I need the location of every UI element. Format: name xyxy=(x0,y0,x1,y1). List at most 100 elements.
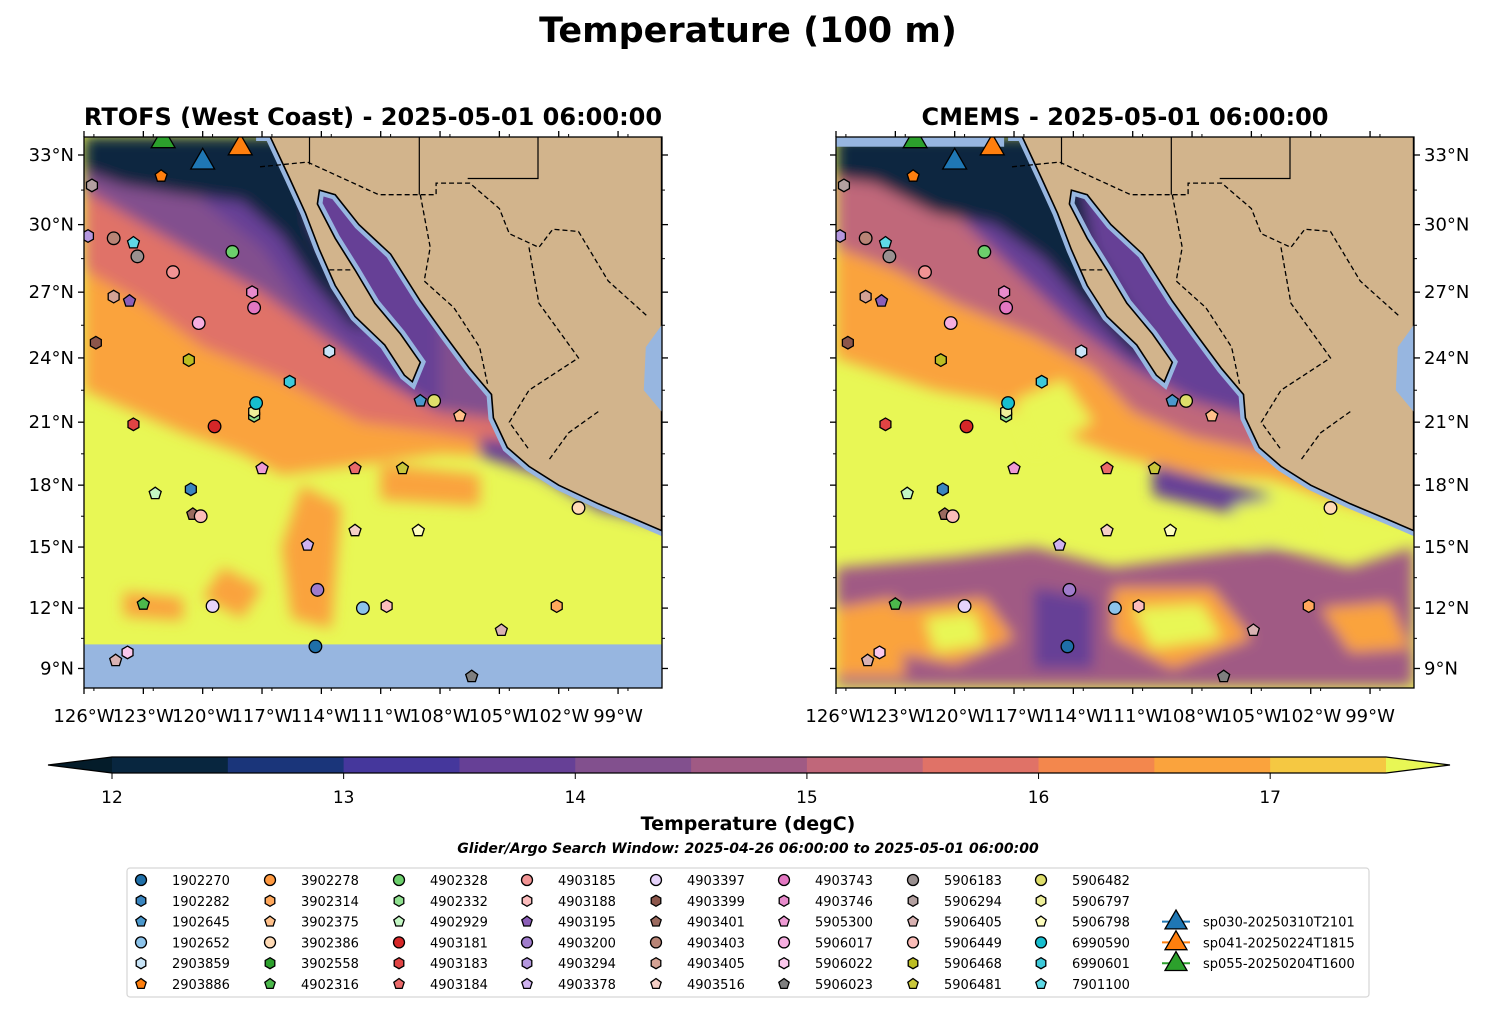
legend-item: 4903188 xyxy=(521,894,616,910)
legend-item: 3902314 xyxy=(264,894,359,910)
lat-tick-label: 15°N xyxy=(29,537,74,558)
hexagon-icon xyxy=(778,956,790,970)
pentagon-icon xyxy=(907,915,919,927)
legend-label: 3902375 xyxy=(301,916,359,931)
colorbar-tick-label: 15 xyxy=(796,788,818,808)
temperature-contour xyxy=(1320,602,1410,653)
lat-tick-label: 15°N xyxy=(1424,537,1469,558)
lat-tick-label: 33°N xyxy=(1424,145,1469,166)
legend-item: 5906294 xyxy=(907,894,1002,910)
legend-item: 4903405 xyxy=(650,956,745,972)
argo-marker-5906405 xyxy=(1246,623,1261,637)
argo-marker-2903859 xyxy=(323,344,336,359)
legend-item: 5906481 xyxy=(907,977,1002,993)
temperature-contour xyxy=(281,485,342,629)
legend-item: 4902316 xyxy=(264,977,359,993)
border-line xyxy=(1260,247,1332,450)
argo-marker-4903405 xyxy=(107,289,120,304)
legend-label: 4903399 xyxy=(687,895,745,910)
legend-item: sp030-20250310T2101 xyxy=(1162,908,1355,931)
legend-label: 4903185 xyxy=(558,874,616,889)
legend-item: 4903516 xyxy=(650,977,745,993)
legend: 1902270 1902282 1902645 1902652 2903859 29038… xyxy=(126,867,1370,998)
legend-label: 4903743 xyxy=(815,874,873,889)
argo-marker-4903743 xyxy=(999,300,1014,315)
lon-tick-label: 123°W xyxy=(865,706,926,727)
argo-marker-1902645 xyxy=(1165,393,1180,407)
argo-marker-6990590 xyxy=(249,396,264,411)
legend-label: 4903405 xyxy=(687,957,745,972)
lon-tick-label: 105°W xyxy=(1221,706,1282,727)
map-panel-rtofs: RTOFS (West Coast) - 2025-05-01 06:00:00… xyxy=(29,103,668,727)
legend-label: 5906023 xyxy=(815,978,873,993)
lat-tick-label: 27°N xyxy=(29,282,74,303)
argo-marker-5906405 xyxy=(860,653,875,667)
argo-marker-3902375 xyxy=(1205,408,1219,422)
hexagon-icon xyxy=(264,956,276,970)
border-line xyxy=(1011,161,1401,317)
legend-item: 3902386 xyxy=(263,936,359,951)
glider-marker-sp030-20250310T2101 xyxy=(189,146,216,170)
circle-icon xyxy=(520,936,534,949)
legend-label: 4902929 xyxy=(430,916,488,931)
legend-item: 4903181 xyxy=(392,936,488,951)
argo-marker-4902929 xyxy=(900,486,914,500)
hexagon-icon xyxy=(907,894,919,908)
legend-item: 5905300 xyxy=(778,915,873,931)
argo-marker-5906481 xyxy=(1147,461,1162,475)
argo-marker-6990601 xyxy=(283,374,296,389)
legend-label: 5906183 xyxy=(944,874,1002,889)
legend-label: 4902328 xyxy=(430,874,488,889)
legend-item: 5906797 xyxy=(1035,894,1130,910)
argo-marker-5906482 xyxy=(427,393,442,408)
legend-label: 4903401 xyxy=(687,916,745,931)
argo-marker-5906183 xyxy=(882,249,897,264)
lat-tick-label: 30°N xyxy=(29,215,74,236)
glider-marker-sp030-20250310T2101 xyxy=(941,146,968,170)
legend-item: 6990590 xyxy=(1034,936,1130,951)
argo-marker-1902652 xyxy=(355,601,370,616)
hexagon-icon xyxy=(521,956,533,970)
legend-item: 5906482 xyxy=(1034,873,1130,889)
argo-marker-5906405 xyxy=(108,653,123,667)
hexagon-icon xyxy=(907,956,919,970)
argo-marker-2903886 xyxy=(906,168,920,182)
legend-item: 4902929 xyxy=(393,915,488,931)
argo-marker-4903184 xyxy=(348,461,362,475)
argo-marker-5906023 xyxy=(1216,669,1231,683)
legend-item: 5906183 xyxy=(906,873,1002,889)
colorbar-over-arrow xyxy=(1386,757,1450,773)
legend-label: sp030-20250310T2101 xyxy=(1203,916,1355,931)
lat-tick-label: 24°N xyxy=(29,348,74,369)
colorbar-segment xyxy=(227,757,345,773)
legend-item: sp055-20250204T1600 xyxy=(1162,950,1355,972)
pentagon-icon xyxy=(521,977,533,990)
argo-marker-5906468 xyxy=(182,353,195,368)
argo-marker-4903181 xyxy=(207,419,222,434)
lon-tick-label: 117°W xyxy=(231,706,292,727)
argo-marker-4902328 xyxy=(225,244,240,259)
legend-label: 4903378 xyxy=(558,978,616,993)
circle-icon xyxy=(906,873,920,887)
argo-marker-4903294 xyxy=(836,228,847,244)
lon-tick-label: 102°W xyxy=(1280,706,1341,727)
legend-item: 3902278 xyxy=(263,873,359,889)
legend-label: 5906481 xyxy=(944,978,1002,993)
legend-label: 3902278 xyxy=(301,874,359,889)
hexagon-icon xyxy=(778,894,790,908)
argo-marker-2903859 xyxy=(1075,344,1088,359)
legend-label: 1902270 xyxy=(172,874,230,889)
argo-marker-5905300 xyxy=(255,461,269,475)
legend-item: sp041-20250224T1815 xyxy=(1162,929,1355,951)
argo-marker-4903378 xyxy=(300,537,315,551)
state-border xyxy=(1219,137,1291,180)
legend-item: 4903401 xyxy=(650,915,745,931)
lat-tick-label: 21°N xyxy=(1424,412,1469,433)
temperature-field xyxy=(84,137,662,688)
argo-marker-4903200 xyxy=(1062,582,1077,597)
argo-marker-5906798 xyxy=(1163,523,1178,537)
pentagon-icon xyxy=(650,915,662,927)
temperature-contour xyxy=(1033,587,1094,669)
argo-marker-3902314 xyxy=(550,599,563,614)
